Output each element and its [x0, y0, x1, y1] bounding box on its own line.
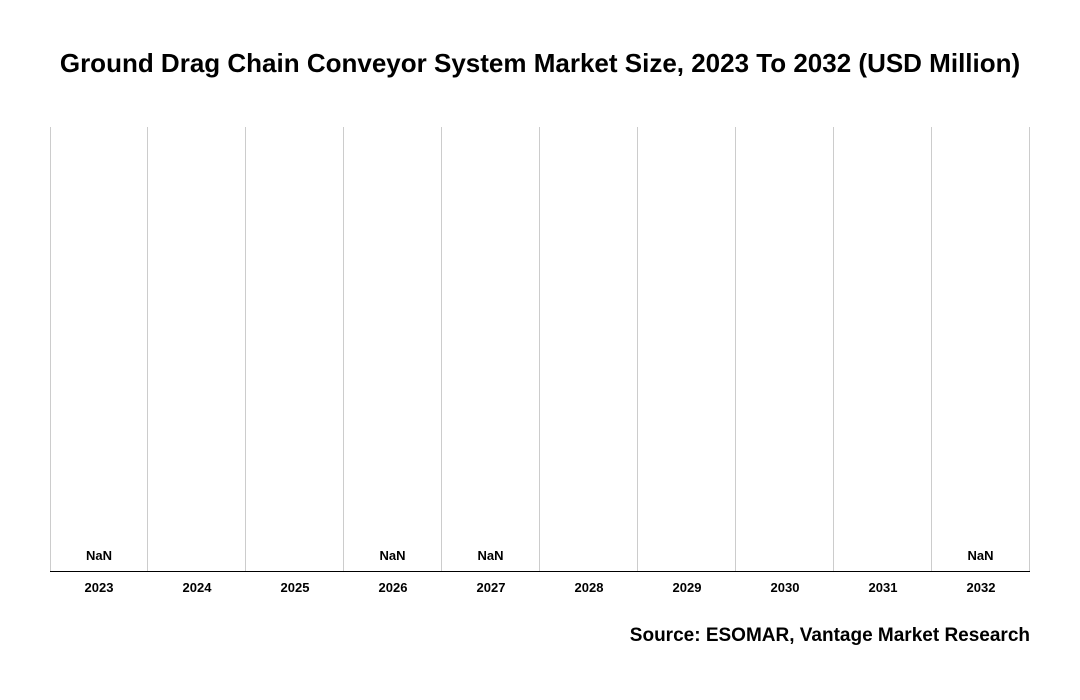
x-axis-tick-label: 2028: [540, 580, 638, 595]
bar-value-label: NaN: [344, 548, 441, 563]
x-axis-tick-label: 2027: [442, 580, 540, 595]
x-axis-tick-label: 2030: [736, 580, 834, 595]
bar-value-label: NaN: [51, 548, 147, 563]
x-axis-tick-label: 2023: [50, 580, 148, 595]
chart-column: NaN: [344, 127, 442, 571]
chart-column: NaN: [932, 127, 1030, 571]
x-axis-tick-label: 2032: [932, 580, 1030, 595]
bar-value-label: NaN: [442, 548, 539, 563]
plot-area: NaNNaNNaNNaN: [50, 127, 1030, 572]
chart-column: [540, 127, 638, 571]
bar-value-label: NaN: [932, 548, 1029, 563]
chart-column: NaN: [50, 127, 148, 571]
chart-column: NaN: [442, 127, 540, 571]
chart-container: Ground Drag Chain Conveyor System Market…: [50, 48, 1030, 600]
x-axis-tick-label: 2025: [246, 580, 344, 595]
x-axis-tick-label: 2024: [148, 580, 246, 595]
chart-column: [736, 127, 834, 571]
x-axis-tick-label: 2029: [638, 580, 736, 595]
x-axis-tick-label: 2031: [834, 580, 932, 595]
chart-column: [834, 127, 932, 571]
chart-column: [246, 127, 344, 571]
chart-title: Ground Drag Chain Conveyor System Market…: [50, 48, 1030, 79]
x-axis-labels: 2023202420252026202720282029203020312032: [50, 572, 1030, 600]
chart-column: [638, 127, 736, 571]
chart-column: [148, 127, 246, 571]
source-attribution: Source: ESOMAR, Vantage Market Research: [630, 625, 1030, 647]
x-axis-tick-label: 2026: [344, 580, 442, 595]
